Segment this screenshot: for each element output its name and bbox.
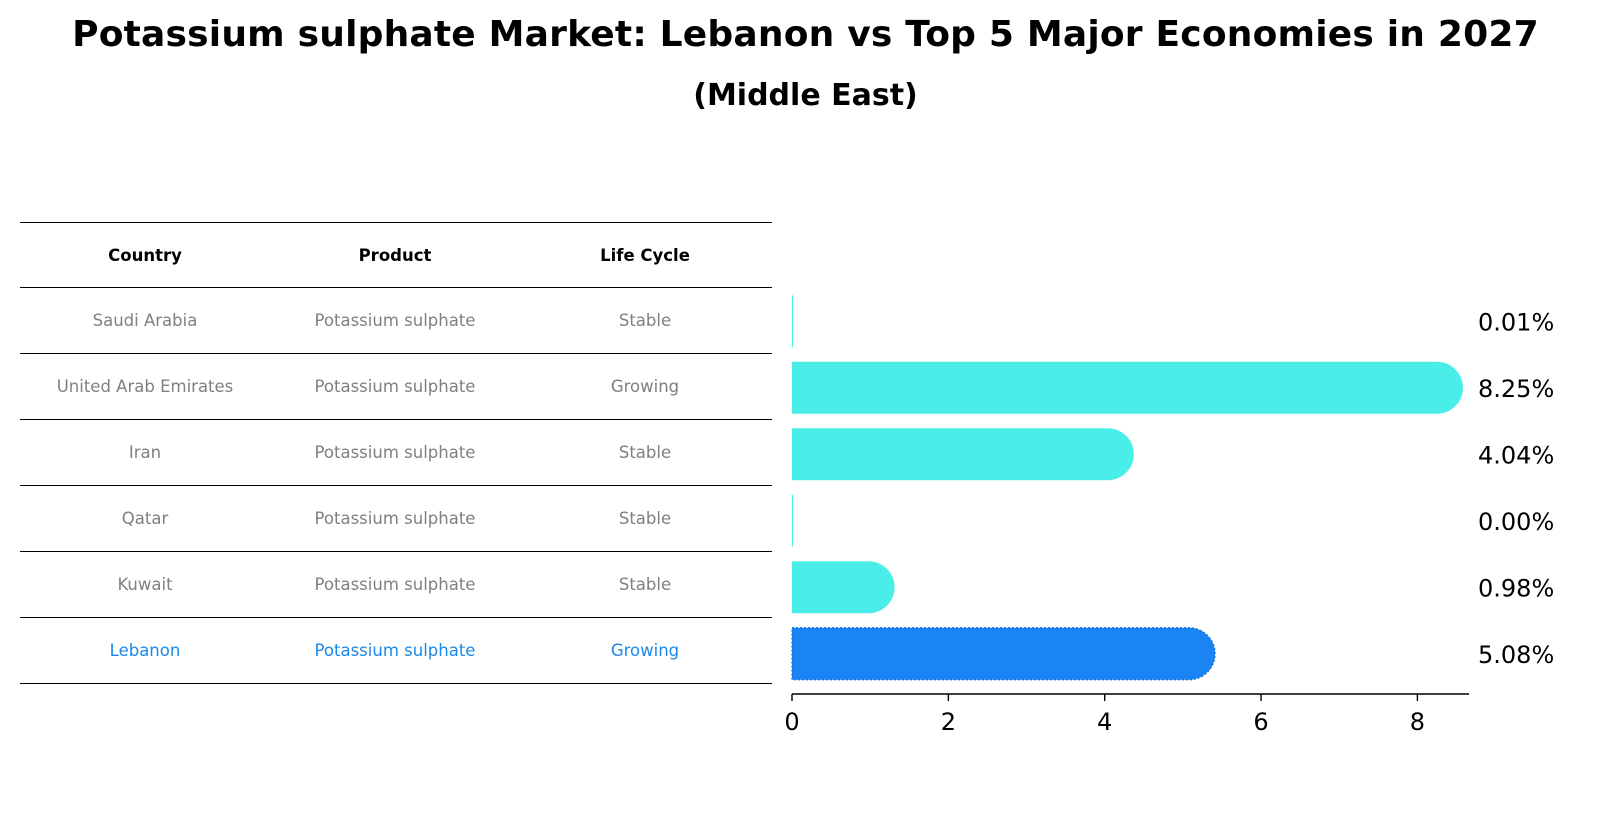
country-cell: Iran xyxy=(128,443,162,462)
column-header-life-cycle: Life Cycle xyxy=(600,245,690,265)
product-cell: Potassium sulphate xyxy=(314,443,476,462)
column-header-product: Product xyxy=(358,245,432,265)
life-cycle-cell: Stable xyxy=(618,575,672,594)
product-cell: Potassium sulphate xyxy=(314,641,476,660)
value-label: 0.00% xyxy=(1478,508,1554,536)
bar xyxy=(792,428,1134,481)
product-cell: Potassium sulphate xyxy=(314,575,476,594)
x-tick-label: 4 xyxy=(1097,708,1112,736)
table-row: United Arab Emirates Potassium sulphate … xyxy=(20,354,772,420)
table-row: Iran Potassium sulphate Stable xyxy=(20,420,772,486)
table-row-highlighted: Lebanon Potassium sulphate Growing xyxy=(20,618,772,684)
country-cell: Lebanon xyxy=(109,641,181,660)
table-row: Kuwait Potassium sulphate Stable xyxy=(20,552,772,618)
country-cell: United Arab Emirates xyxy=(56,377,234,396)
x-tick-label: 0 xyxy=(784,708,799,736)
life-cycle-cell: Growing xyxy=(610,641,680,660)
value-label: 5.08% xyxy=(1478,641,1554,669)
product-cell: Potassium sulphate xyxy=(314,311,476,330)
bar xyxy=(792,561,895,614)
life-cycle-cell: Stable xyxy=(618,443,672,462)
x-tick-label: 8 xyxy=(1410,708,1425,736)
value-label: 8.25% xyxy=(1478,375,1554,403)
value-label: 0.01% xyxy=(1478,308,1554,336)
x-tick-label: 2 xyxy=(941,708,956,736)
bar xyxy=(792,361,1463,414)
value-label: 0.98% xyxy=(1478,574,1554,602)
chart-title: Potassium sulphate Market: Lebanon vs To… xyxy=(72,14,1539,55)
chart-subtitle: (Middle East) xyxy=(693,78,918,113)
life-cycle-cell: Stable xyxy=(618,509,672,528)
table-row: Qatar Potassium sulphate Stable xyxy=(20,486,772,552)
table-header-row: Country Product Life Cycle xyxy=(20,222,772,288)
bar xyxy=(791,627,1216,681)
country-cell: Kuwait xyxy=(117,575,173,594)
life-cycle-cell: Growing xyxy=(610,377,680,396)
product-cell: Potassium sulphate xyxy=(314,377,476,396)
table-row: Saudi Arabia Potassium sulphate Stable xyxy=(20,288,772,354)
value-label: 4.04% xyxy=(1478,441,1554,469)
country-cell: Saudi Arabia xyxy=(92,311,198,330)
product-cell: Potassium sulphate xyxy=(314,509,476,528)
country-table: Country Product Life Cycle Saudi Arabia … xyxy=(20,222,772,684)
x-tick-label: 6 xyxy=(1253,708,1268,736)
column-header-country: Country xyxy=(108,245,182,265)
country-cell: Qatar xyxy=(121,509,169,528)
life-cycle-cell: Stable xyxy=(618,311,672,330)
